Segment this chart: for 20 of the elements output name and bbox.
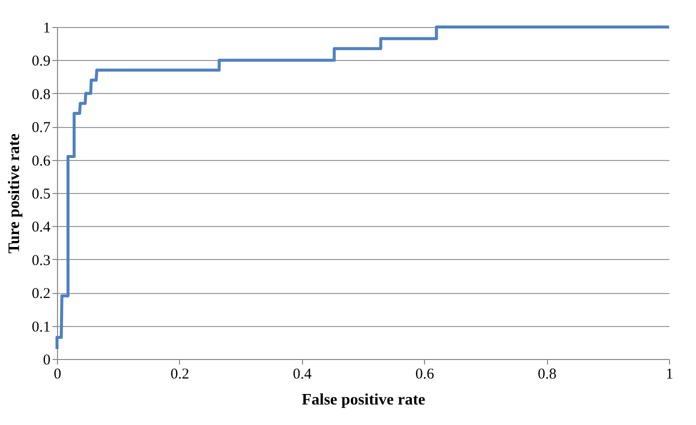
y-tick-label: 0.4 [32,220,51,236]
y-tick-label: 0.6 [32,153,51,170]
y-tick-label: 0.2 [32,286,50,302]
y-tick-label: 1 [43,20,50,36]
y-tick-label: 0.9 [32,54,50,70]
x-tick-label: 0.4 [292,366,312,382]
y-tick-label: 0.8 [32,86,50,103]
y-tick-label: 0.3 [32,252,50,269]
x-tick-label: 1 [666,366,674,382]
y-axis-title: Ture positive rate [6,134,23,254]
x-tick-label: 0 [54,366,62,382]
x-tick-label: 0.8 [538,366,556,382]
y-tick-label: 0.1 [32,319,50,336]
y-tick-label: 0.7 [32,120,51,136]
x-tick-label: 0.2 [170,366,190,382]
line-series [56,26,670,351]
y-tick-label: 0 [43,352,50,368]
x-axis-title: False positive rate [302,392,426,408]
y-tick-label: 0.5 [32,186,50,202]
x-tick-label: 0.6 [415,366,435,382]
